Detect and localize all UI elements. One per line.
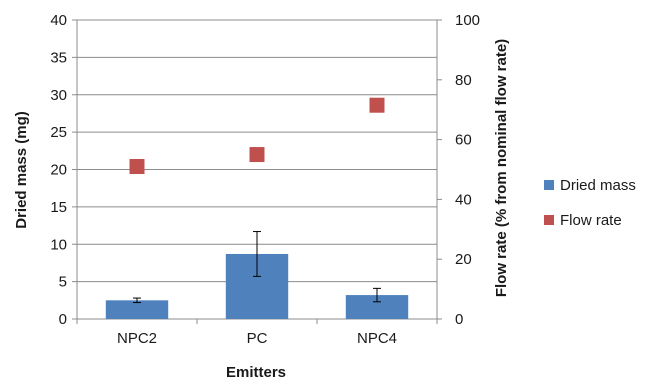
left-axis-ticks: 0 5 10 15 20 25 30 35 40 <box>50 12 67 328</box>
legend-swatch-dried-mass <box>544 180 554 190</box>
y-tick-label: 15 <box>50 199 67 216</box>
y-tick-label: 25 <box>50 124 67 141</box>
bar-series-dried-mass <box>105 231 409 319</box>
category-axis-ticks: NPC2 PC NPC4 <box>117 330 397 347</box>
y-tick-label: 5 <box>59 274 67 291</box>
scatter-point <box>369 97 385 113</box>
scatter-point <box>249 147 265 163</box>
y2-tick-label: 40 <box>455 191 472 208</box>
y-tick-label: 20 <box>50 162 67 179</box>
legend: Dried mass Flow rate <box>544 177 636 229</box>
x-tick-label: PC <box>247 330 268 347</box>
y-tick-label: 35 <box>50 49 67 66</box>
y-tick-label: 10 <box>50 236 67 253</box>
y2-axis-title: Flow rate (% from nominal flow rate) <box>493 39 510 297</box>
y-axis-title: Dried mass (mg) <box>13 111 30 229</box>
y-tick-label: 30 <box>50 87 67 104</box>
legend-swatch-flow-rate <box>544 215 554 225</box>
scatter-point <box>129 159 145 175</box>
y-tick-label: 40 <box>50 12 67 29</box>
right-axis-ticks: 0 20 40 60 80 100 <box>455 12 480 328</box>
x-tick-label: NPC4 <box>357 330 397 347</box>
y2-tick-label: 20 <box>455 251 472 268</box>
x-tick-label: NPC2 <box>117 330 157 347</box>
y2-tick-label: 80 <box>455 72 472 89</box>
y2-tick-label: 60 <box>455 132 472 149</box>
y2-tick-label: 100 <box>455 12 480 29</box>
y-tick-label: 0 <box>59 311 67 328</box>
legend-label-flow-rate: Flow rate <box>560 212 622 229</box>
legend-label-dried-mass: Dried mass <box>560 177 636 194</box>
y2-tick-label: 0 <box>455 311 463 328</box>
scatter-series-flow-rate <box>129 97 385 175</box>
bar <box>105 300 169 319</box>
x-axis-title: Emitters <box>226 364 286 379</box>
bar <box>345 295 409 319</box>
